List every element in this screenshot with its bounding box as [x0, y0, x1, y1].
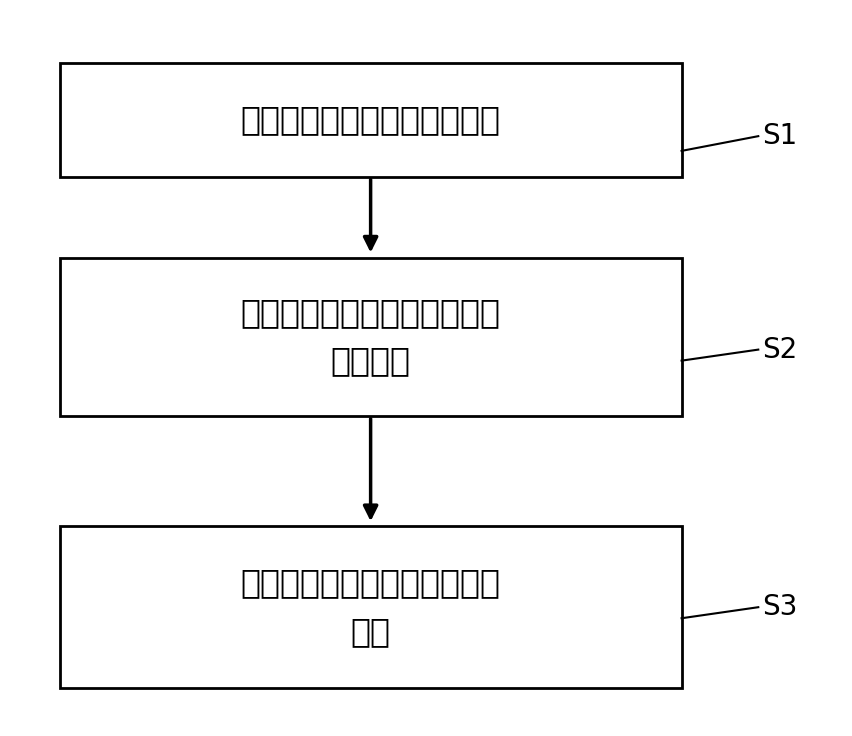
Text: 根据室内舒适温度值调控室内
温度: 根据室内舒适温度值调控室内 温度	[240, 567, 501, 648]
Text: 量化综合室内外热经历温度值: 量化综合室内外热经历温度值	[240, 103, 501, 136]
Text: S3: S3	[763, 593, 798, 621]
Text: 根据热经历温度值计算室内舒
适温度值: 根据热经历温度值计算室内舒 适温度值	[240, 296, 501, 378]
Bar	[60, 526, 682, 688]
Text: S1: S1	[763, 122, 797, 150]
Text: S2: S2	[763, 336, 797, 364]
Bar	[60, 258, 682, 416]
Bar	[60, 63, 682, 177]
